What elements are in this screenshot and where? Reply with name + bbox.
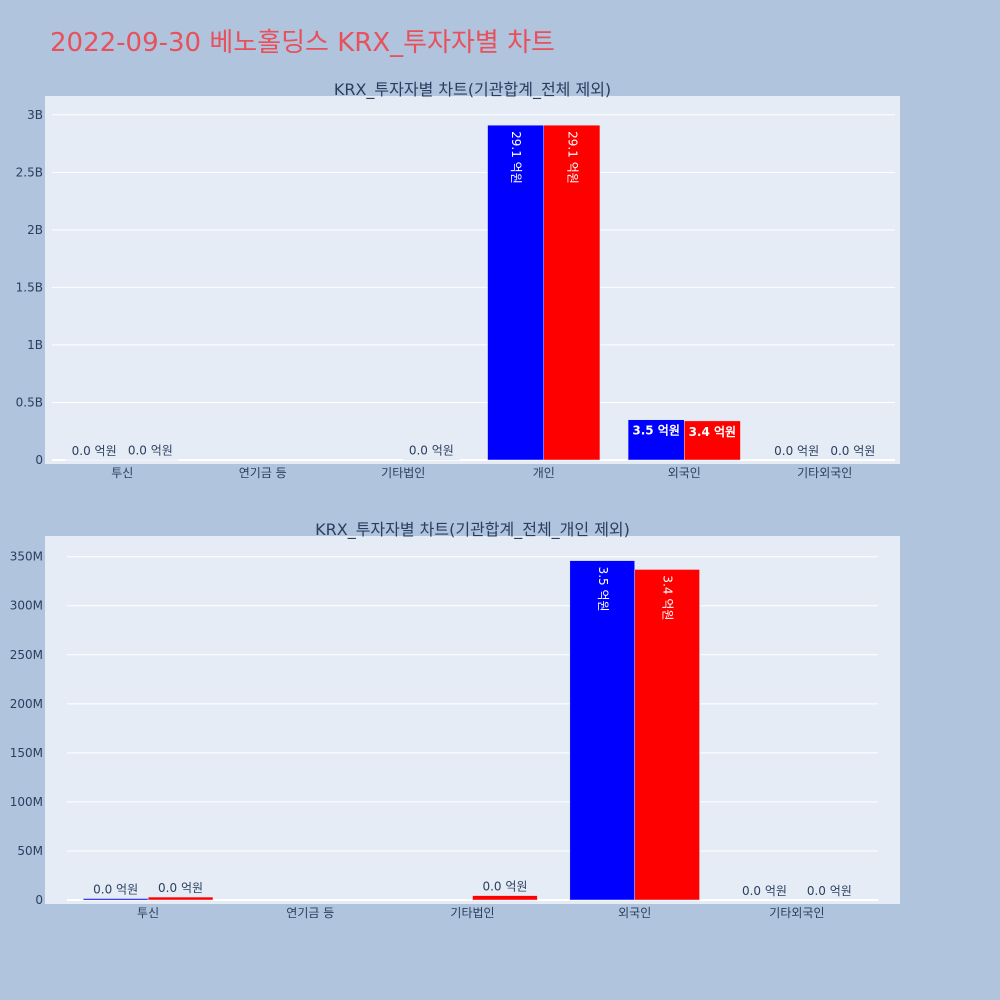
bar [543, 124, 601, 461]
y-tick-label: 1.5B [16, 280, 43, 294]
x-tick-label: 외국인 [618, 906, 651, 920]
x-tick-label: 기타법인 [450, 906, 494, 920]
y-tick-label: 2B [27, 223, 43, 237]
data-label: 0.0 억원 [807, 884, 852, 898]
x-tick-label: 연기금 등 [286, 906, 334, 920]
y-tick-label: 0 [35, 893, 43, 907]
bar [403, 459, 460, 461]
bar [82, 898, 149, 901]
page-title: 2022-09-30 베노홀딩스 KRX_투자자별 차트 [50, 28, 555, 58]
y-tick-label: 3B [27, 108, 43, 122]
x-tick-label: 외국인 [668, 466, 701, 480]
data-label: 0.0 억원 [93, 883, 138, 897]
data-label: 0.0 억원 [158, 881, 203, 895]
y-tick-label: 350M [10, 550, 43, 564]
chart-2: 0 50M 100M 150M 200M 250M 300M 350M KRX_투자자별 차트(… [10, 520, 900, 920]
data-label: 29.1 억원 [565, 131, 579, 184]
x-tick-label: 개인 [533, 466, 555, 480]
bar [65, 459, 123, 461]
data-label: 3.5 억원 [596, 567, 610, 612]
x-tick-label: 연기금 등 [239, 466, 287, 480]
chart-1: 0 0.5B 1B 1.5B 2B 2.5B 3B KRX_투자자별 차트(기관합계_전체 제… [16, 80, 900, 480]
x-tick-label: 투신 [111, 466, 133, 480]
x-tick-label: 기타법인 [381, 466, 425, 480]
bar [472, 895, 538, 901]
data-label: 0.0 억원 [482, 880, 527, 894]
y-tick-label: 300M [10, 599, 43, 613]
x-tick-label: 기타외국인 [797, 466, 852, 480]
y-tick-label: 0 [35, 453, 43, 467]
data-label: 0.0 억원 [742, 884, 787, 898]
data-label: 29.1 억원 [509, 131, 523, 184]
data-label: 3.4 억원 [689, 425, 737, 439]
data-label: 3.4 억원 [661, 575, 675, 620]
y-tick-label: 150M [10, 746, 43, 760]
y-tick-label: 1B [27, 338, 43, 352]
bar [122, 459, 179, 461]
data-label: 3.5 억원 [632, 424, 680, 438]
x-tick-label: 기타외국인 [769, 906, 824, 920]
y-tick-label: 250M [10, 648, 43, 662]
x-tick-label: 투신 [137, 906, 159, 920]
bar [634, 569, 700, 901]
data-label: 0.0 억원 [128, 444, 173, 458]
data-label: 0.0 억원 [830, 444, 875, 458]
chart-title: KRX_투자자별 차트(기관합계_전체 제외) [334, 80, 611, 100]
data-label: 0.0 억원 [774, 444, 819, 458]
plot-background [45, 536, 900, 904]
bar [627, 419, 685, 461]
y-tick-label: 2.5B [16, 165, 43, 179]
y-tick-label: 50M [17, 844, 43, 858]
y-tick-label: 200M [10, 697, 43, 711]
data-label: 0.0 억원 [409, 443, 454, 457]
bar [147, 896, 214, 901]
bar [684, 420, 741, 461]
y-tick-label: 100M [10, 795, 43, 809]
plot-background [45, 96, 900, 464]
bar [487, 124, 544, 461]
chart-title: KRX_투자자별 차트(기관합계_전체_개인 제외) [315, 520, 630, 540]
y-tick-label: 0.5B [16, 395, 43, 409]
data-label: 0.0 억원 [72, 444, 117, 458]
